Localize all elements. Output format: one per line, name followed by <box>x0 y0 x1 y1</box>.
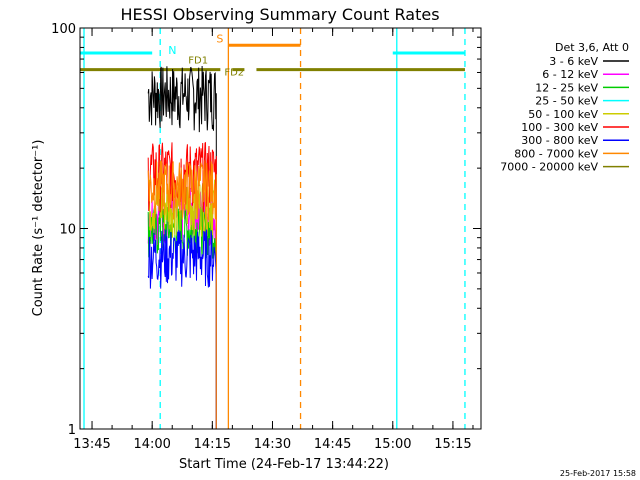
x-tick-label: 15:00 <box>374 437 411 452</box>
legend-label: 7000 - 20000 keV <box>500 161 598 174</box>
marker-label-fd2: FD2 <box>224 68 244 79</box>
y-tick-label: 1 <box>68 423 76 438</box>
marker-label-n: N <box>168 44 176 57</box>
legend-label: 25 - 50 keV <box>535 95 598 108</box>
marker-label-fd1: FD1 <box>188 56 208 67</box>
legend-label: 300 - 800 keV <box>521 134 598 147</box>
x-tick-label: 14:00 <box>133 437 170 452</box>
series-line-3-6-kev <box>147 65 217 429</box>
legend-label: 50 - 100 keV <box>528 108 598 121</box>
x-tick-label: 13:45 <box>73 437 110 452</box>
legend-title: Det 3,6, Att 0 <box>555 41 629 54</box>
chart-title: HESSI Observing Summary Count Rates <box>120 5 439 24</box>
x-tick-label: 14:30 <box>254 437 291 452</box>
legend-label: 6 - 12 keV <box>542 68 598 81</box>
y-tick-label: 100 <box>51 22 76 37</box>
axes: 1 10 100 13:45 14:00 14:15 14:30 14:45 15:00 15:1… <box>51 22 482 452</box>
legend-label: 100 - 300 keV <box>521 121 598 134</box>
legend-label: 3 - 6 keV <box>549 55 598 68</box>
date-stamp: 25-Feb-2017 15:58 <box>560 469 636 478</box>
y-axis-label: Count Rate (s⁻¹ detector⁻¹) <box>31 140 46 317</box>
marker-label-s: S <box>216 32 223 45</box>
series-line-300-800-kev <box>147 229 217 429</box>
x-tick-label: 14:45 <box>314 437 351 452</box>
x-axis-label: Start Time (24-Feb-17 13:44:22) <box>179 457 389 472</box>
y-tick-label: 10 <box>59 223 76 238</box>
series-line-800-7000-kev <box>147 160 217 429</box>
plot-frame <box>79 27 482 430</box>
legend-label: 800 - 7000 keV <box>514 147 598 160</box>
x-tick-label: 14:15 <box>194 437 231 452</box>
plot-area: N S FD1 FD2 <box>80 28 466 429</box>
x-tick-label: 15:15 <box>434 437 471 452</box>
legend-label: 12 - 25 keV <box>535 81 598 94</box>
